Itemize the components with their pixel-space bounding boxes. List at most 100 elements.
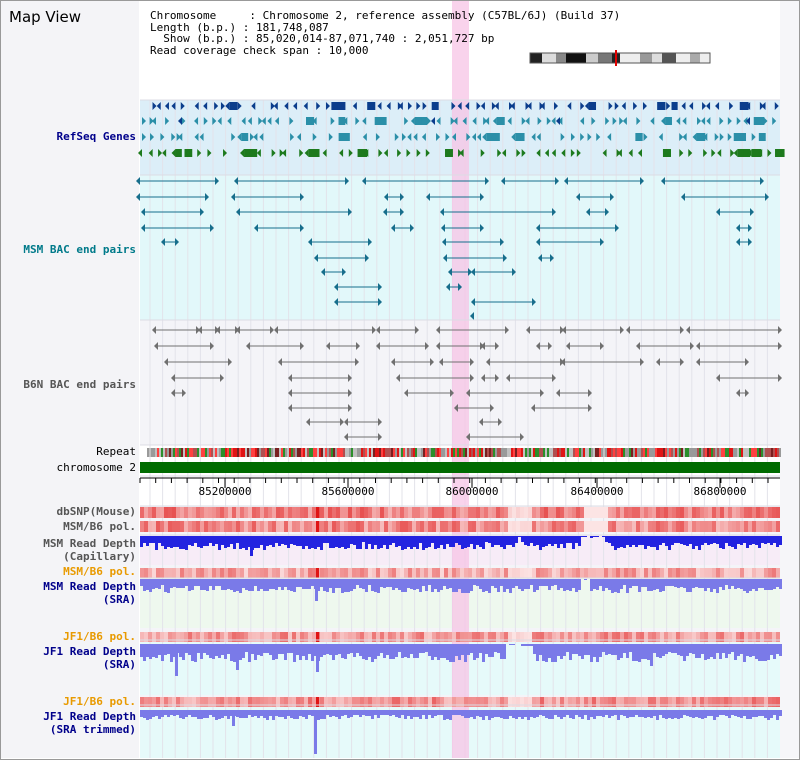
- jf1-trimmed-depth-bar: [353, 710, 356, 715]
- msm-capillary-depth-bar: [731, 536, 734, 547]
- msm-b6-pol-sra-cell: [632, 568, 636, 578]
- track-label-msm-b6-pol-2[interactable]: MSM/B6 pol.: [63, 565, 136, 578]
- track-label-dbsnp[interactable]: dbSNP(Mouse): [56, 505, 136, 518]
- jf1-b6-pol-cell: [552, 632, 556, 642]
- refseq-gene-arrow: [743, 117, 748, 125]
- msm-bac-end-right: [615, 224, 619, 232]
- msm-sra-depth-bar: [692, 579, 695, 588]
- jf1-b6-pol-cell: [716, 632, 720, 642]
- msm-capillary-depth-bar: [509, 536, 512, 545]
- msm-capillary-depth-bar: [392, 536, 395, 543]
- jf1-b6-pol-trimmed-cell: [244, 697, 248, 707]
- refseq-gene-arrow: [605, 117, 610, 125]
- jf1-trimmed-depth-bar: [530, 710, 533, 717]
- msm-b6-pol-cell: [356, 521, 360, 532]
- msm-b6-pol-sra-cell: [316, 568, 319, 578]
- repeat-element: [679, 448, 681, 457]
- jf1-b6-pol-trimmed-cell: [764, 697, 768, 707]
- jf1-b6-pol-trimmed-cell: [184, 697, 188, 707]
- track-label-jf1-read-depth-trimmed[interactable]: JF1 Read Depth: [43, 710, 136, 723]
- jf1-b6-pol-trimmed-cell: [260, 697, 264, 707]
- msm-bac-end-left: [426, 193, 430, 201]
- jf1-trimmed-depth-bar: [449, 710, 452, 720]
- repeat-element: [425, 448, 427, 457]
- msm-capillary-depth-bar: [383, 536, 386, 545]
- msm-sra-depth-bar: [722, 579, 725, 590]
- track-label-jf1-b6-pol-2[interactable]: JF1/B6 pol.: [63, 695, 136, 708]
- jf1-sra-depth-bar: [725, 644, 728, 658]
- jf1-trimmed-depth-bar: [416, 710, 419, 717]
- msm-sra-depth-bar: [413, 579, 416, 590]
- msm-b6-pol-sra-cell: [776, 568, 780, 578]
- jf1-sra-depth-bar: [446, 644, 449, 660]
- jf1-b6-pol-cell: [752, 632, 756, 642]
- repeat-element: [607, 448, 609, 457]
- repeat-element: [363, 448, 365, 457]
- msm-capillary-depth-bar: [602, 536, 605, 537]
- msm-capillary-depth-bar: [386, 536, 389, 549]
- track-label-jf1-read-depth-sra[interactable]: JF1 Read Depth: [43, 645, 136, 658]
- dbsnp-cell: [596, 507, 600, 518]
- msm-b6-pol-sra-cell: [268, 568, 272, 578]
- jf1-b6-pol-cell: [156, 632, 160, 642]
- repeat-element: [661, 448, 663, 457]
- jf1-sra-depth-bar: [587, 644, 590, 655]
- jf1-b6-pol-cell: [196, 632, 200, 642]
- msm-b6-pol-sra-cell: [648, 568, 652, 578]
- msm-sra-depth-bar: [158, 579, 161, 589]
- repeat-element: [667, 448, 669, 457]
- msm-bac-end-right: [342, 268, 346, 276]
- track-label-msm-read-depth-sra[interactable]: MSM Read Depth: [43, 580, 136, 593]
- refseq-gene-arrow: [706, 102, 711, 110]
- repeat-element: [539, 448, 541, 457]
- jf1-sra-depth-bar: [647, 644, 650, 660]
- track-label-msm-b6-pol-1[interactable]: MSM/B6 pol.: [63, 520, 136, 533]
- jf1-sra-depth-bar: [740, 644, 743, 654]
- jf1-sra-depth-bar: [320, 644, 323, 657]
- jf1-sra-depth-bar: [476, 644, 479, 658]
- repeat-element: [599, 448, 601, 457]
- msm-sra-depth-bar: [266, 579, 269, 591]
- msm-bac-end-right: [458, 283, 462, 291]
- jf1-trimmed-depth-bar: [389, 710, 392, 716]
- track-label-jf1-read-depth-trimmed-sub: (SRA trimmed): [49, 723, 136, 736]
- refseq-gene-arrow: [643, 133, 648, 141]
- msm-sra-depth-bar: [767, 579, 770, 590]
- msm-capillary-depth-bar: [569, 536, 572, 543]
- b6n-bac-end-left: [626, 326, 630, 334]
- msm-sra-depth-bar: [455, 579, 458, 592]
- jf1-b6-pol-trimmed-cell: [368, 697, 372, 707]
- msm-b6-pol-sra-cell: [656, 568, 660, 578]
- msm-bac-end-right: [175, 238, 179, 246]
- refseq-gene-arrow: [688, 149, 693, 157]
- msm-capillary-depth-bar: [389, 536, 392, 545]
- ideogram-band: [700, 53, 710, 63]
- msm-capillary-depth-bar: [662, 536, 665, 543]
- msm-b6-pol-cell: [316, 521, 319, 532]
- track-label-b6n-bac[interactable]: B6N BAC end pairs: [23, 378, 136, 391]
- jf1-b6-pol-trimmed-cell: [732, 697, 736, 707]
- track-label-msm-bac[interactable]: MSM BAC end pairs: [23, 243, 136, 256]
- jf1-sra-depth-bar: [689, 644, 692, 653]
- jf1-b6-pol-cell: [280, 632, 284, 642]
- msm-sra-depth-bar: [497, 579, 500, 592]
- msm-b6-pol-sra-cell: [340, 568, 344, 578]
- msm-b6-pol-sra-cell: [304, 568, 308, 578]
- jf1-b6-pol-cell: [740, 632, 744, 642]
- msm-b6-pol-sra-cell: [220, 568, 224, 578]
- msm-sra-depth-bar: [347, 579, 350, 592]
- b6n-bac-end-left: [526, 326, 530, 334]
- track-label-jf1-b6-pol-1[interactable]: JF1/B6 pol.: [63, 630, 136, 643]
- msm-capillary-depth-bar: [218, 536, 221, 550]
- track-label-refseq-genes[interactable]: RefSeq Genes: [56, 130, 136, 143]
- jf1-sra-depth-bar: [734, 644, 737, 660]
- jf1-b6-pol-cell: [232, 632, 236, 642]
- msm-bac-end-left: [536, 238, 540, 246]
- jf1-trimmed-depth-bar: [239, 710, 242, 718]
- jf1-sra-depth-bar: [242, 644, 245, 658]
- track-label-msm-read-depth-capillary[interactable]: MSM Read Depth: [43, 537, 136, 550]
- jf1-sra-depth-bar: [560, 644, 563, 659]
- refseq-gene-arrow: [622, 117, 627, 125]
- msm-b6-pol-sra-cell: [532, 568, 536, 578]
